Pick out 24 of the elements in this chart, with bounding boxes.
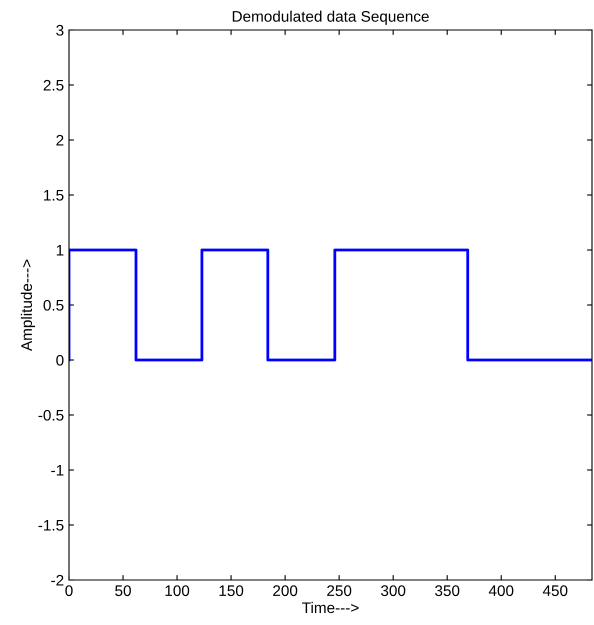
y-tick-label: 2 [56, 134, 64, 146]
x-tick-label: 450 [542, 585, 568, 596]
y-axis-title: Amplitude---> [20, 260, 36, 352]
x-tick-label: 150 [220, 585, 244, 596]
y-tick-label: 1.5 [44, 190, 64, 201]
y-tick-label: -0.5 [38, 410, 64, 421]
x-tick-label: 50 [115, 585, 131, 596]
y-tick-label: -1 [51, 465, 64, 476]
x-axis-title: Time---> [302, 602, 359, 614]
y-tick-label: 3 [56, 24, 64, 36]
x-tick-label: 350 [435, 585, 460, 596]
y-tick-label: -1.5 [38, 520, 64, 531]
y-tick-label: 0.5 [44, 300, 64, 311]
x-tick-label: 100 [165, 585, 190, 596]
y-tick-label: -2 [51, 574, 64, 586]
x-tick-label: 400 [488, 585, 514, 596]
x-tick-label: 300 [381, 585, 406, 596]
x-tick-label: 0 [65, 585, 73, 596]
y-tick-label: 1 [56, 245, 64, 256]
chart-title: Demodulated data Sequence [232, 10, 429, 25]
x-tick-label: 250 [327, 585, 352, 596]
x-tick-label: 200 [273, 585, 298, 596]
y-tick-label: 0 [56, 354, 64, 366]
y-tick-label: 2.5 [44, 80, 64, 91]
